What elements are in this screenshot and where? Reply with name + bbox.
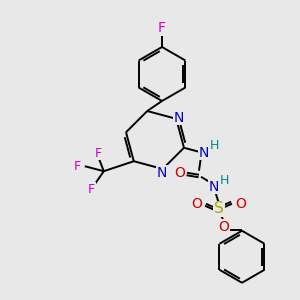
Text: H: H — [209, 139, 219, 152]
Text: N: N — [199, 146, 209, 160]
Text: N: N — [174, 111, 184, 125]
Text: O: O — [175, 166, 185, 180]
Text: F: F — [88, 183, 95, 196]
Text: O: O — [218, 220, 230, 234]
Text: N: N — [157, 166, 167, 180]
Text: F: F — [74, 160, 81, 173]
Text: S: S — [214, 201, 224, 216]
Text: F: F — [95, 147, 102, 160]
Text: N: N — [209, 180, 219, 194]
Text: O: O — [191, 197, 203, 211]
Text: O: O — [236, 197, 246, 211]
Text: H: H — [219, 174, 229, 187]
Text: F: F — [158, 21, 166, 35]
